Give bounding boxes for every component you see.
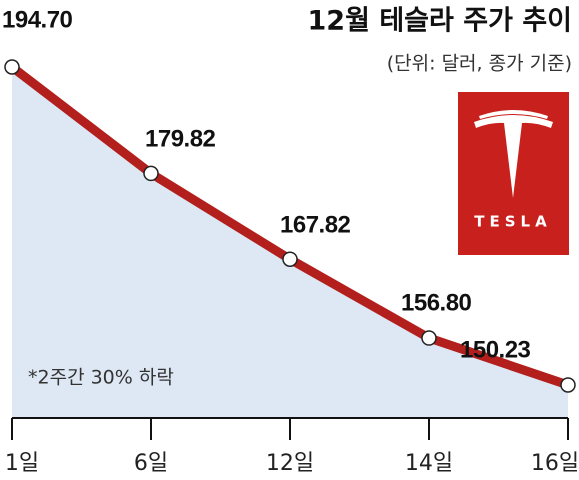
- logo-text: TESLA: [474, 213, 551, 231]
- marker: [143, 165, 159, 182]
- value-label: 167.82: [280, 212, 351, 239]
- marker: [282, 251, 298, 267]
- marker: [4, 59, 20, 75]
- logo-emblem-top: [479, 110, 548, 119]
- x-tick-label: 6일: [134, 451, 168, 476]
- value-label: 156.80: [401, 289, 472, 316]
- value-label: 194.70: [2, 6, 73, 33]
- x-tick-label: 1일: [5, 451, 39, 476]
- value-label: 150.23: [460, 336, 531, 363]
- annotation: *2주간 30% 하락: [28, 367, 174, 389]
- area: [12, 67, 568, 418]
- x-tick-label: 16일: [531, 451, 579, 476]
- x-tick-label: 14일: [405, 451, 453, 476]
- logo-emblem: [474, 115, 553, 198]
- value-label: 179.82: [145, 126, 216, 153]
- chart-title: 12월 테슬라 주가 추이: [308, 6, 573, 37]
- x-tick-label: 12일: [266, 451, 314, 476]
- marker: [421, 330, 437, 346]
- tesla-logo: TESLA: [458, 92, 569, 255]
- marker: [560, 377, 576, 393]
- chart-subtitle: (단위: 달러, 종가 기준): [387, 53, 572, 75]
